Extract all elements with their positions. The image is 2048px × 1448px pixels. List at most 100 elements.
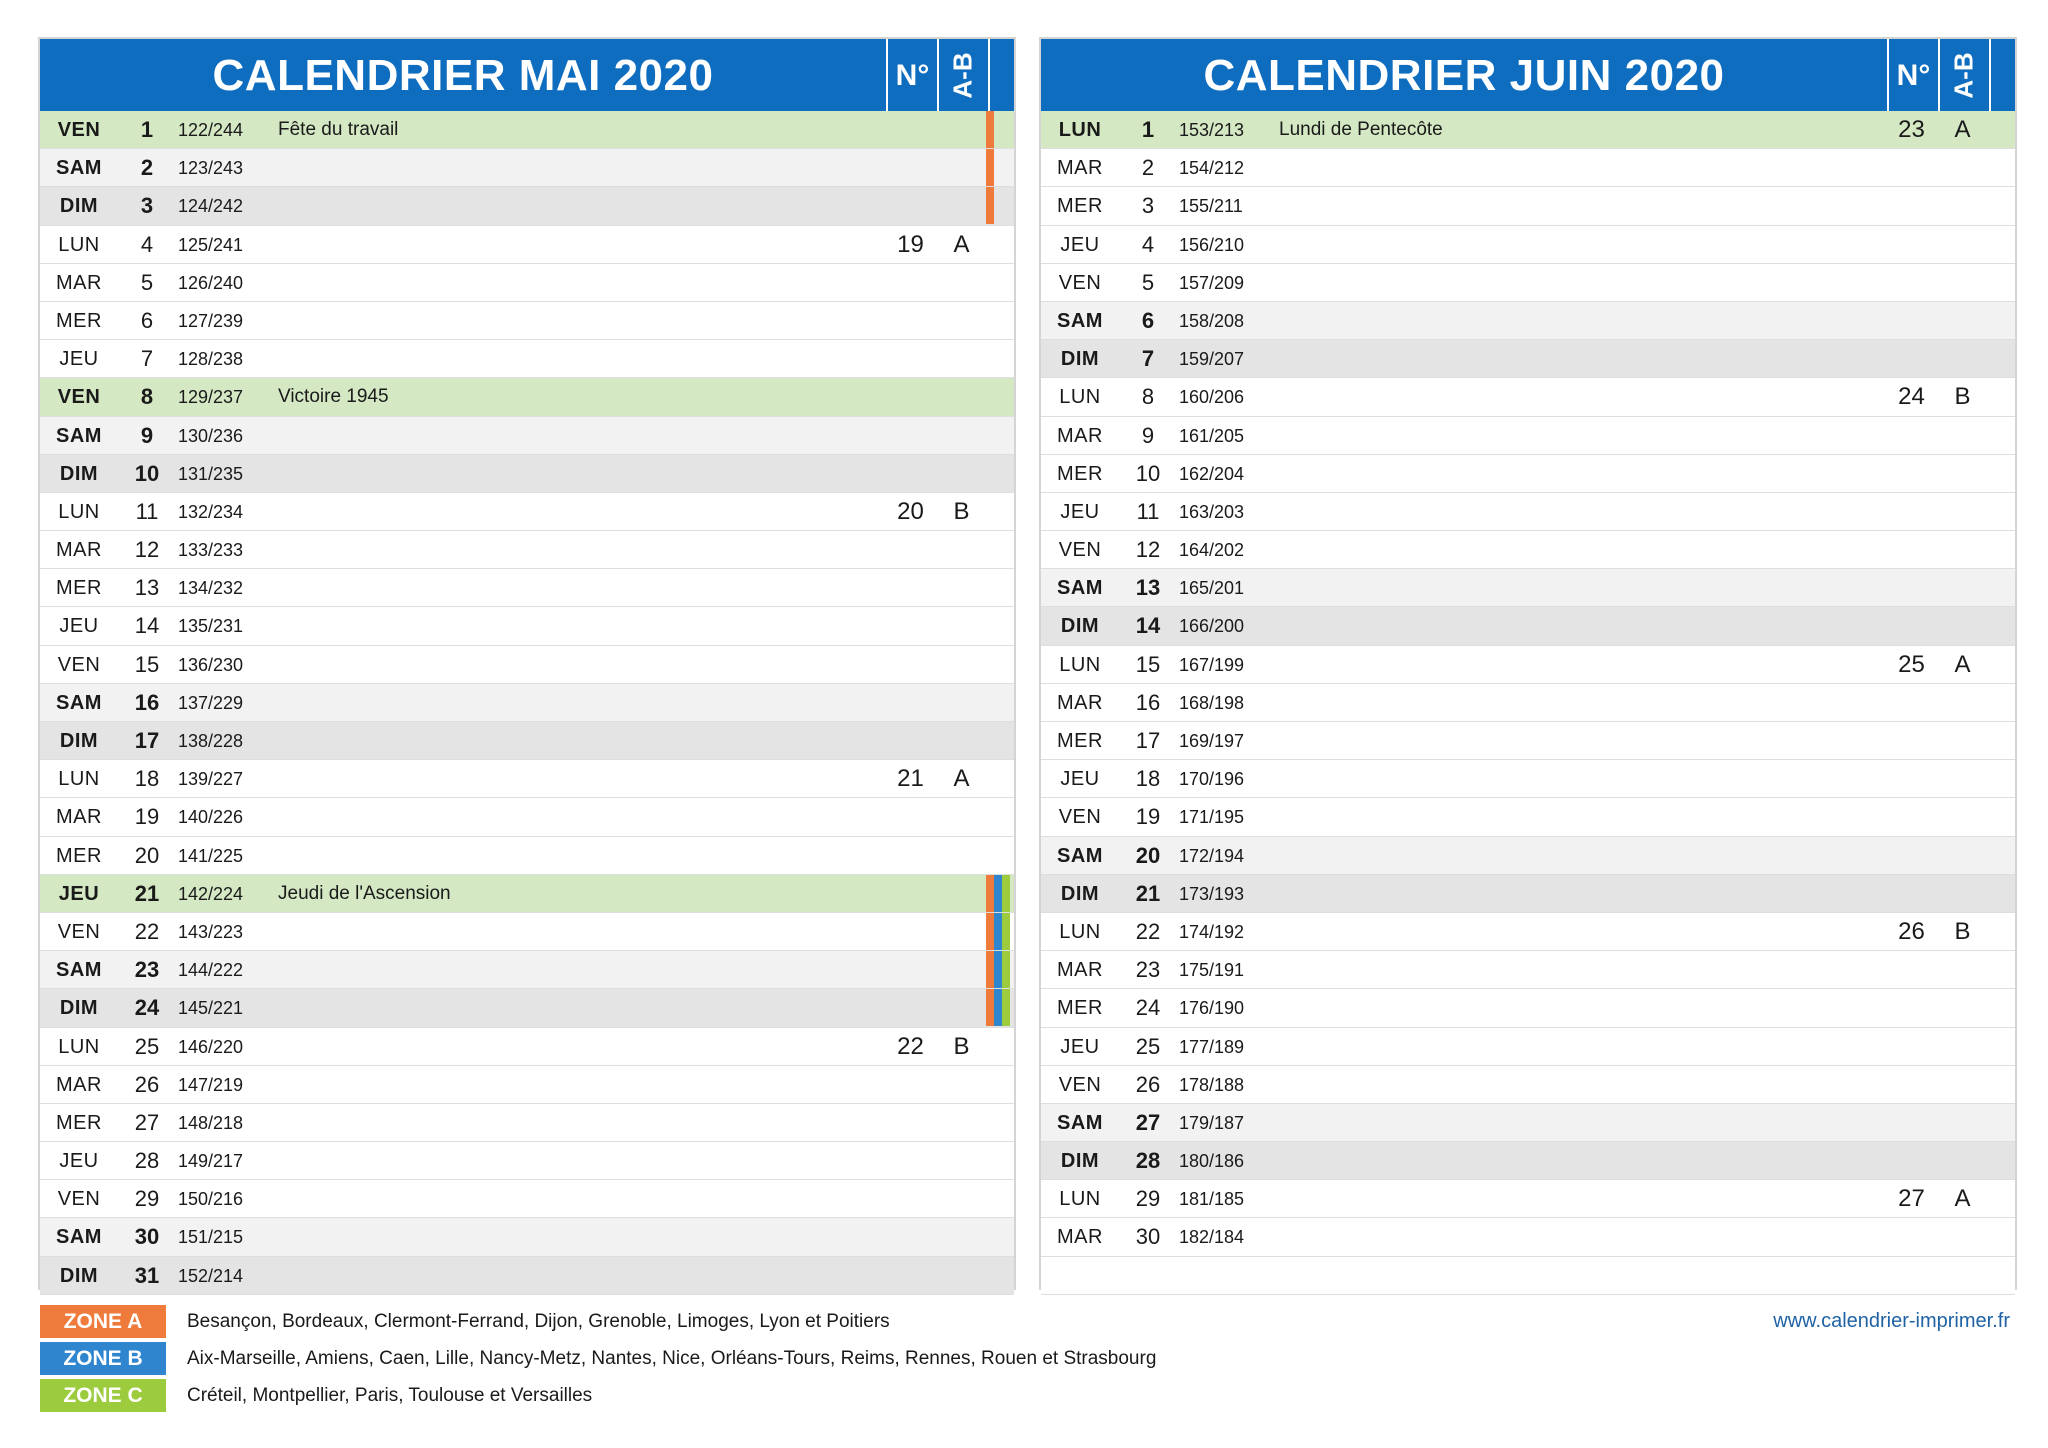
day-row: JEU 7 128/238 xyxy=(40,340,1014,379)
ab-week: B xyxy=(953,1032,970,1060)
day-of-year: 162/204 xyxy=(1179,463,1245,484)
day-name: SAM xyxy=(1057,577,1103,600)
day-date: 15 xyxy=(134,651,160,677)
day-of-year: 140/226 xyxy=(178,807,244,828)
ab-week: A xyxy=(1954,116,1971,143)
day-name: VEN xyxy=(57,1188,101,1211)
day-row: VEN 15 136/230 xyxy=(40,645,1014,684)
day-name: VEN xyxy=(57,119,101,141)
zone-b-cities: Aix-Marseille, Amiens, Caen, Lille, Nanc… xyxy=(187,1348,1157,1369)
day-name: MER xyxy=(1057,997,1103,1020)
day-date: 1 xyxy=(140,117,154,142)
day-of-year: 181/185 xyxy=(1179,1189,1245,1210)
day-date: 17 xyxy=(1135,728,1161,753)
day-name: DIM xyxy=(59,195,99,218)
day-name: LUN xyxy=(1059,386,1101,409)
day-name: DIM xyxy=(59,1264,99,1287)
day-row: JEU 4 156/210 xyxy=(1041,225,2015,264)
day-date: 7 xyxy=(1141,346,1155,372)
day-date: 6 xyxy=(140,307,154,333)
day-date: 29 xyxy=(134,1186,160,1212)
day-name: MER xyxy=(56,1111,102,1134)
day-date: 3 xyxy=(1141,193,1155,219)
day-name: LUN xyxy=(58,233,100,256)
day-date: 12 xyxy=(134,537,160,563)
day-row: VEN 12 164/202 xyxy=(1041,531,2015,570)
day-date: 11 xyxy=(135,498,159,524)
header-divider xyxy=(1887,39,1889,111)
day-of-year: 170/196 xyxy=(1179,769,1245,790)
day-name: MAR xyxy=(1057,157,1103,180)
day-date: 22 xyxy=(1135,918,1161,944)
day-row: LUN 8 160/206 24 B xyxy=(1041,378,2015,417)
day-date: 30 xyxy=(134,1224,160,1250)
day-date: 12 xyxy=(1135,537,1161,563)
day-name: MAR xyxy=(1057,691,1103,714)
zone-a-holiday-bar xyxy=(986,187,994,225)
day-of-year: 167/199 xyxy=(1179,654,1245,675)
day-row: DIM 14 166/200 xyxy=(1041,607,2015,646)
day-name: LUN xyxy=(1059,920,1101,943)
day-row: MER 3 155/211 xyxy=(1041,187,2015,226)
website-link[interactable]: www.calendrier-imprimer.fr xyxy=(1773,1310,2010,1332)
day-date: 8 xyxy=(1141,384,1155,410)
day-date: 10 xyxy=(1135,460,1161,486)
zone-b-label: ZONE B xyxy=(40,1342,166,1375)
day-name: DIM xyxy=(59,730,99,752)
zone-c-holiday-bar xyxy=(1002,951,1010,989)
day-row: MER 20 141/225 xyxy=(40,836,1014,875)
day-date: 25 xyxy=(134,1033,160,1059)
day-row: SAM 6 158/208 xyxy=(1041,301,2015,341)
day-date: 21 xyxy=(134,880,160,906)
week-number-header: N° xyxy=(895,59,930,92)
day-of-year: 154/212 xyxy=(1179,158,1245,179)
zone-c-label: ZONE C xyxy=(40,1379,166,1412)
day-row: MAR 19 140/226 xyxy=(40,798,1014,837)
week-number: 27 xyxy=(1898,1185,1925,1213)
day-row: DIM 31 152/214 xyxy=(40,1256,1014,1295)
day-date: 16 xyxy=(1135,689,1161,715)
day-row: JEU 25 177/189 xyxy=(1041,1027,2015,1066)
ab-week: A xyxy=(953,230,970,258)
day-date: 5 xyxy=(140,269,154,295)
day-row: MER 6 127/239 xyxy=(40,301,1014,341)
day-row: SAM 20 172/194 xyxy=(1041,836,2015,875)
day-of-year: 175/191 xyxy=(1179,960,1245,981)
ab-week-header: A-B xyxy=(1949,51,1979,99)
day-row: MAR 30 182/184 xyxy=(1041,1218,2015,1257)
zone-b-holiday-bar xyxy=(994,874,1002,912)
week-number: 22 xyxy=(897,1032,924,1060)
day-of-year: 122/244 xyxy=(178,120,244,140)
day-date: 10 xyxy=(134,460,160,486)
day-date: 8 xyxy=(140,384,154,410)
month-header: CALENDRIER MAI 2020 N° A-B xyxy=(40,39,1014,111)
month-title: CALENDRIER MAI 2020 xyxy=(212,51,714,100)
week-number: 21 xyxy=(897,765,924,793)
day-of-year: 141/225 xyxy=(178,845,244,866)
day-date: 16 xyxy=(134,689,160,715)
header-divider xyxy=(1938,39,1940,111)
day-row: MAR 16 168/198 xyxy=(1041,683,2015,722)
day-of-year: 135/231 xyxy=(178,616,244,637)
day-date: 15 xyxy=(1135,651,1161,677)
day-name: VEN xyxy=(1058,806,1102,829)
day-row: DIM 17 138/228 xyxy=(40,722,1014,761)
day-of-year: 130/236 xyxy=(178,425,244,446)
day-of-year: 168/198 xyxy=(1179,692,1245,713)
day-date: 17 xyxy=(134,728,160,753)
day-name: DIM xyxy=(1060,882,1100,905)
day-name: LUN xyxy=(1059,1188,1101,1211)
ab-week: B xyxy=(953,497,970,525)
ab-week: A xyxy=(1954,1185,1971,1213)
day-name: JEU xyxy=(1060,233,1100,256)
day-name: VEN xyxy=(1058,271,1102,294)
zone-a-holiday-bar xyxy=(986,951,994,989)
day-date: 13 xyxy=(1135,575,1161,601)
day-row: MAR 23 175/191 xyxy=(1041,951,2015,990)
day-name: MAR xyxy=(1057,959,1103,982)
day-of-year: 156/210 xyxy=(1179,234,1245,255)
day-name: VEN xyxy=(1058,1073,1102,1096)
day-date: 23 xyxy=(1135,957,1161,983)
day-row: LUN 22 174/192 26 B xyxy=(1041,912,2015,952)
day-name: DIM xyxy=(1060,615,1100,638)
